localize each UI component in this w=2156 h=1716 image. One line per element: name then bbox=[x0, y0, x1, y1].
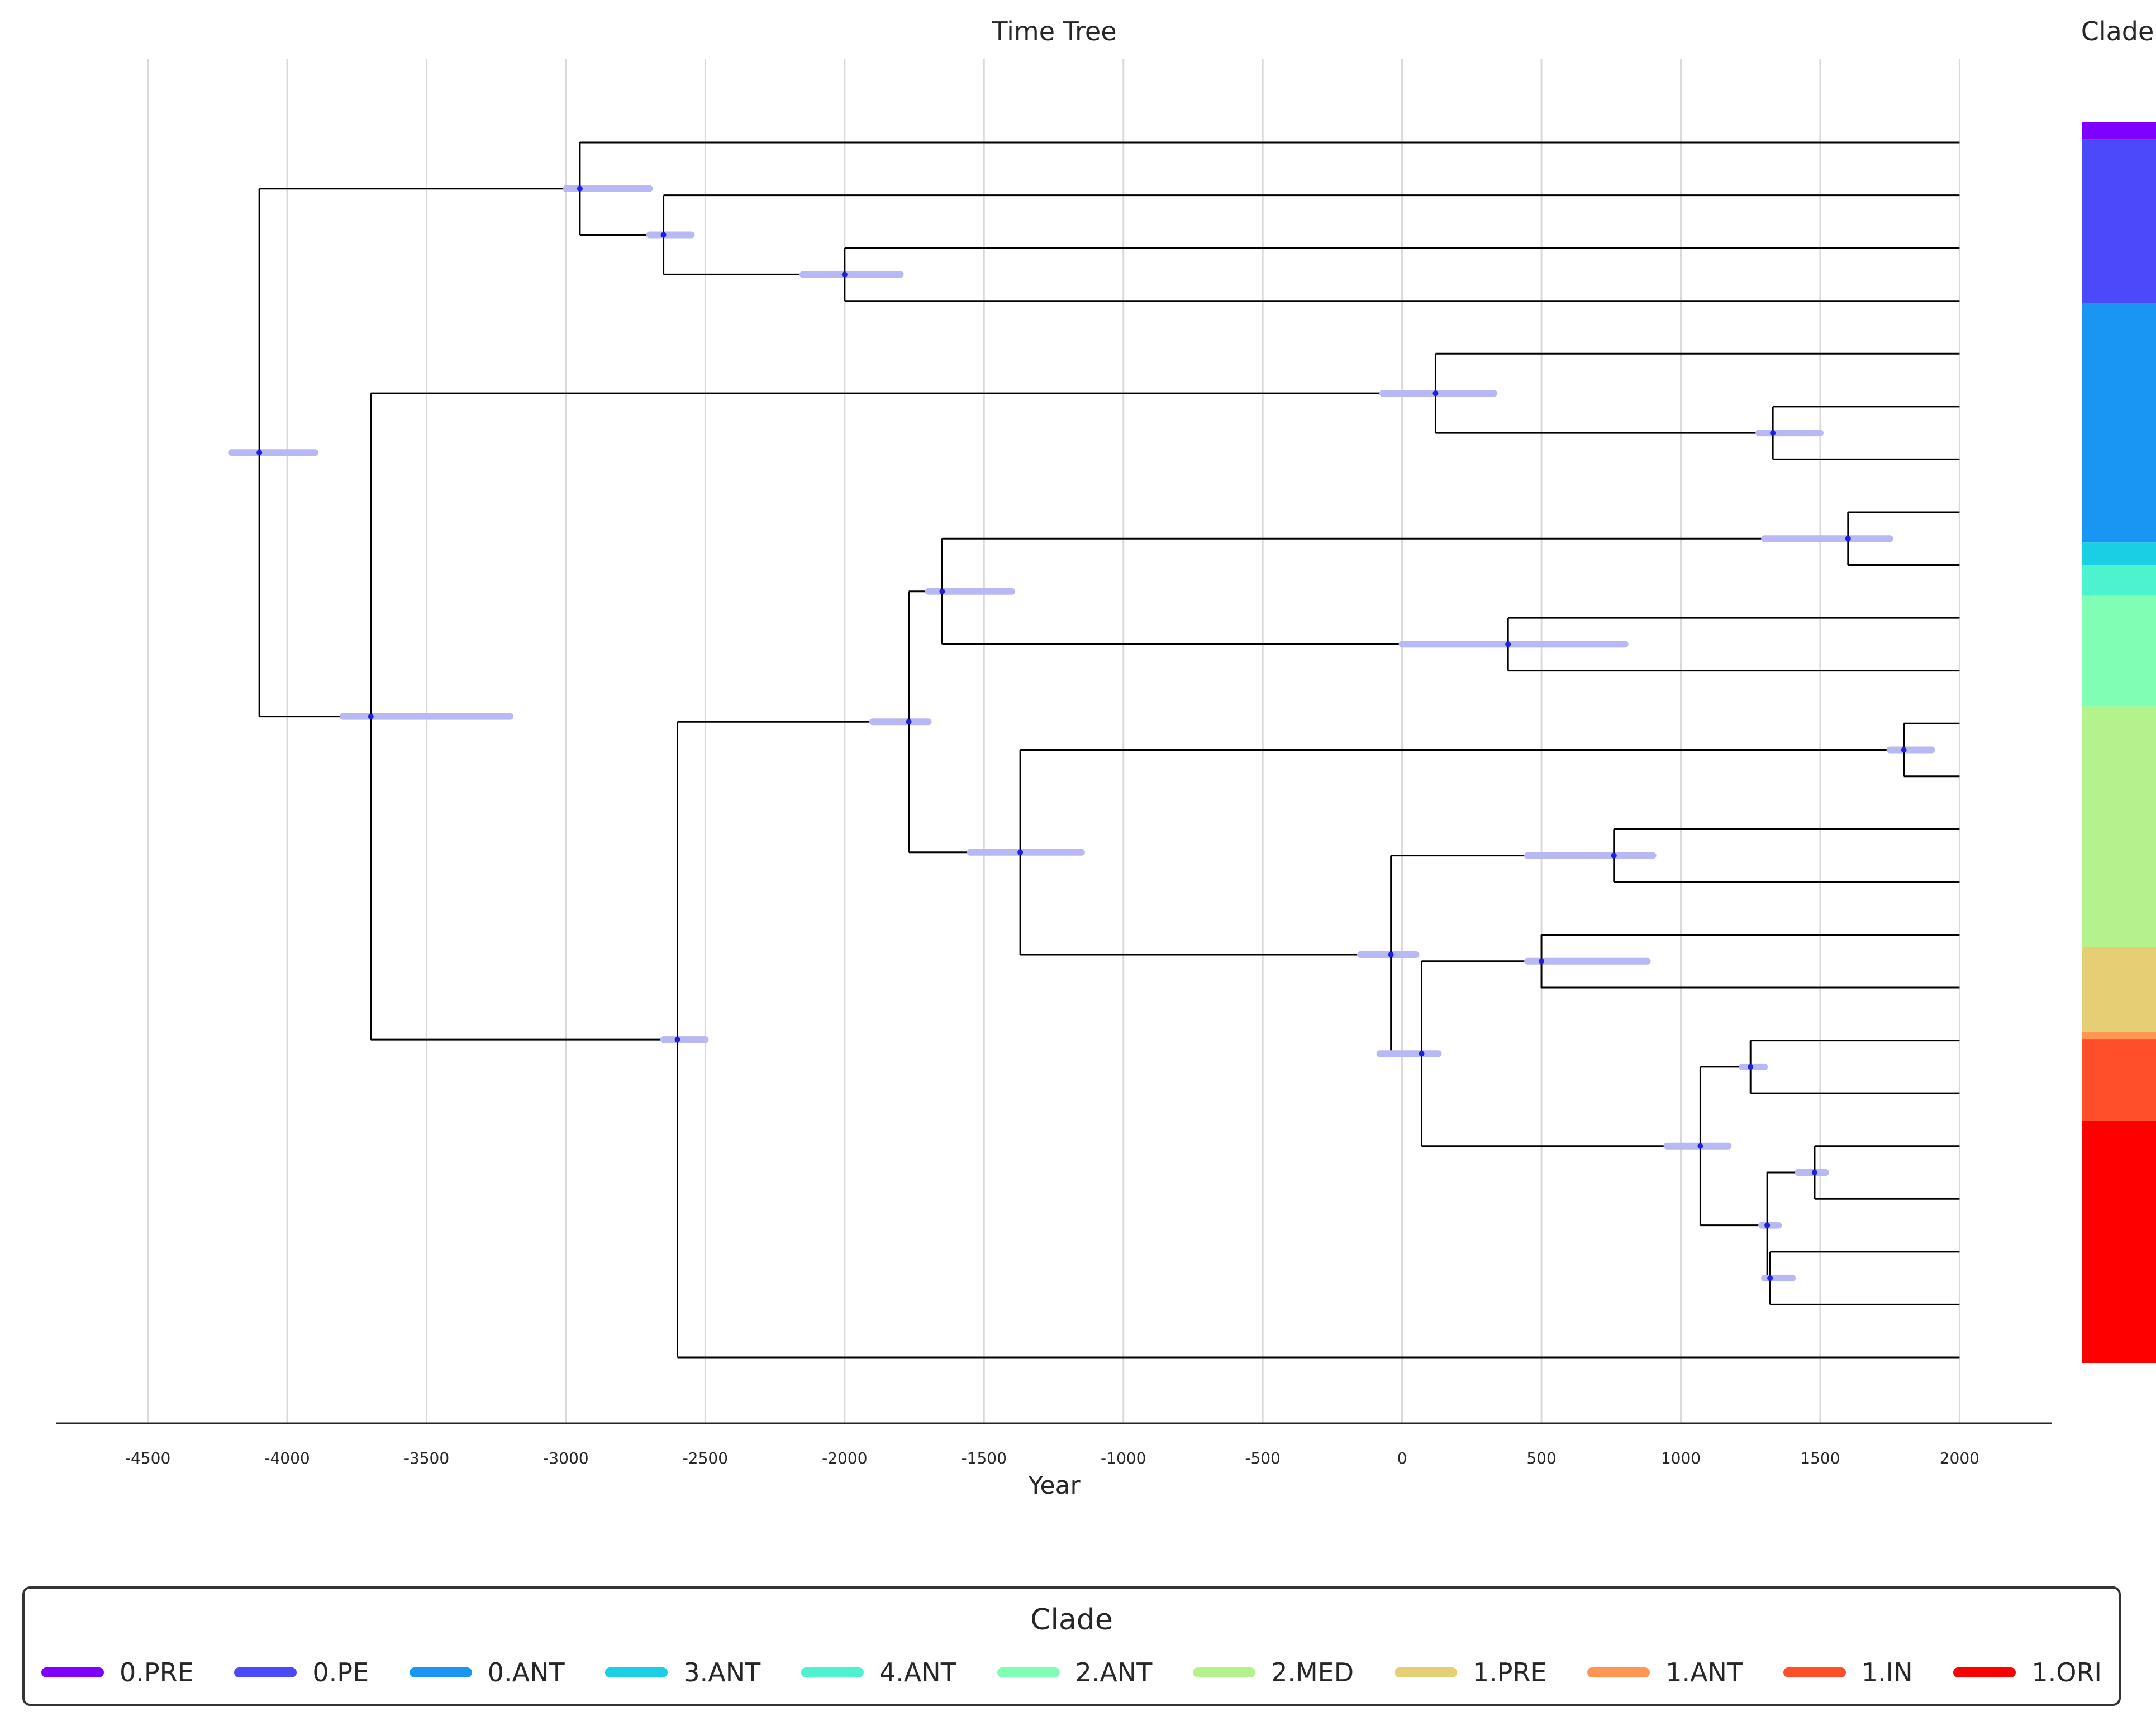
legend-swatch bbox=[1953, 1667, 2016, 1677]
legend-label: 4.ANT bbox=[879, 1657, 956, 1688]
legend-item: 0.PRE bbox=[41, 1657, 194, 1688]
legend-label: 1.PRE bbox=[1472, 1657, 1547, 1688]
x-tick-label: 1500 bbox=[1800, 1449, 1840, 1467]
clade-bar-segment bbox=[2082, 565, 2156, 596]
legend-swatch bbox=[1193, 1667, 1256, 1677]
x-tick-label: -3000 bbox=[543, 1449, 588, 1467]
clade-bar-title: Clade bbox=[2081, 16, 2154, 46]
x-tick-label: -500 bbox=[1245, 1449, 1281, 1467]
clade-bar-segment bbox=[2082, 706, 2156, 947]
legend-swatch bbox=[1394, 1667, 1457, 1677]
legend-swatch bbox=[41, 1667, 104, 1677]
legend-label: 3.ANT bbox=[683, 1657, 761, 1688]
node-point bbox=[1764, 1222, 1771, 1228]
legend-label: 1.IN bbox=[1861, 1657, 1913, 1688]
legend-swatch bbox=[1783, 1667, 1846, 1677]
grid-lines bbox=[147, 59, 1960, 1423]
x-tick-label: -1000 bbox=[1101, 1449, 1146, 1467]
x-tick-label: -1500 bbox=[962, 1449, 1007, 1467]
node-point bbox=[1770, 430, 1776, 436]
node-point bbox=[1697, 1143, 1703, 1149]
legend-item: 4.ANT bbox=[801, 1657, 956, 1688]
x-tick-label: 0 bbox=[1397, 1449, 1407, 1467]
legend-item: 3.ANT bbox=[605, 1657, 760, 1688]
clade-bar-segment bbox=[2082, 1031, 2156, 1040]
legend-item: 2.MED bbox=[1193, 1657, 1354, 1688]
clade-bar-segment bbox=[2082, 122, 2156, 140]
chart-title: Time Tree bbox=[991, 16, 1116, 46]
node-point bbox=[1505, 641, 1511, 647]
legend-label: 1.ANT bbox=[1665, 1657, 1743, 1688]
x-axis-label: Year bbox=[1027, 1471, 1081, 1500]
legend-label: 0.PRE bbox=[120, 1657, 194, 1688]
node-point bbox=[1811, 1170, 1817, 1176]
node-point bbox=[674, 1037, 680, 1043]
legend-item: 2.ANT bbox=[997, 1657, 1153, 1688]
legend-title: Clade bbox=[1030, 1603, 1113, 1637]
legend-item: 1.IN bbox=[1783, 1657, 1913, 1688]
legend-swatch bbox=[801, 1667, 864, 1677]
x-axis-ticks: -4500 -4000 -3500 -3000 -2500 -2000 -1500 -1000… bbox=[125, 1449, 1979, 1467]
x-tick-label: 2000 bbox=[1940, 1449, 1979, 1467]
node-point bbox=[1432, 390, 1439, 397]
clade-bar-segment bbox=[2082, 595, 2156, 707]
legend-label: 2.ANT bbox=[1075, 1657, 1153, 1688]
legend-label: 1.ORI bbox=[2031, 1657, 2102, 1688]
node-point bbox=[368, 713, 374, 719]
node-point bbox=[1388, 951, 1394, 957]
node-point bbox=[1748, 1064, 1754, 1070]
legend-label: 0.ANT bbox=[487, 1657, 565, 1688]
node-point bbox=[906, 719, 912, 725]
node-point bbox=[660, 232, 667, 238]
clade-bar-segment bbox=[2082, 139, 2156, 303]
node-point bbox=[1611, 852, 1617, 859]
legend-swatch bbox=[605, 1667, 668, 1677]
node-point bbox=[577, 185, 583, 192]
legend-label: 2.MED bbox=[1271, 1657, 1354, 1688]
clade-bar-segment bbox=[2082, 542, 2156, 565]
clade-bar-segment bbox=[2082, 303, 2156, 543]
node-point bbox=[256, 450, 263, 456]
legend-item: 1.ORI bbox=[1953, 1657, 2102, 1688]
x-tick-label: 1000 bbox=[1661, 1449, 1701, 1467]
node-point bbox=[1017, 849, 1024, 855]
legend-item: 0.ANT bbox=[409, 1657, 565, 1688]
legend-swatch bbox=[997, 1667, 1060, 1677]
legend-swatch bbox=[409, 1667, 472, 1677]
legend-item: 1.PRE bbox=[1394, 1657, 1547, 1688]
x-tick-label: -2500 bbox=[683, 1449, 728, 1467]
clade-bar-segment bbox=[2082, 947, 2156, 1032]
node-point bbox=[1767, 1275, 1773, 1281]
x-tick-label: -4000 bbox=[264, 1449, 310, 1467]
node-point bbox=[1901, 747, 1907, 753]
x-tick-label: -3500 bbox=[404, 1449, 449, 1467]
legend-item: 0.PE bbox=[234, 1657, 369, 1688]
node-point bbox=[1845, 536, 1851, 542]
legend-item: 1.ANT bbox=[1587, 1657, 1743, 1688]
clade-bar-segment bbox=[2082, 1039, 2156, 1121]
x-tick-label: 500 bbox=[1526, 1449, 1556, 1467]
legend-swatch bbox=[1587, 1667, 1650, 1677]
x-tick-label: -4500 bbox=[125, 1449, 170, 1467]
legend: Clade 0.PRE 0.PE 0.ANT 3.ANT 4.ANT 2.ANT 2.MED… bbox=[22, 1586, 2121, 1706]
node-point bbox=[939, 588, 945, 594]
tree-branches bbox=[228, 141, 1960, 1358]
clade-color-bar bbox=[2082, 122, 2156, 1363]
legend-items: 0.PRE 0.PE 0.ANT 3.ANT 4.ANT 2.ANT 2.MED 1.PRE 1… bbox=[41, 1655, 2102, 1690]
x-tick-label: -2000 bbox=[822, 1449, 867, 1467]
node-point bbox=[841, 271, 848, 278]
legend-label: 0.PE bbox=[312, 1657, 369, 1688]
clade-bar-segment bbox=[2082, 1121, 2156, 1363]
legend-swatch bbox=[234, 1667, 297, 1677]
node-point bbox=[1539, 958, 1545, 964]
node-point bbox=[1419, 1051, 1425, 1057]
